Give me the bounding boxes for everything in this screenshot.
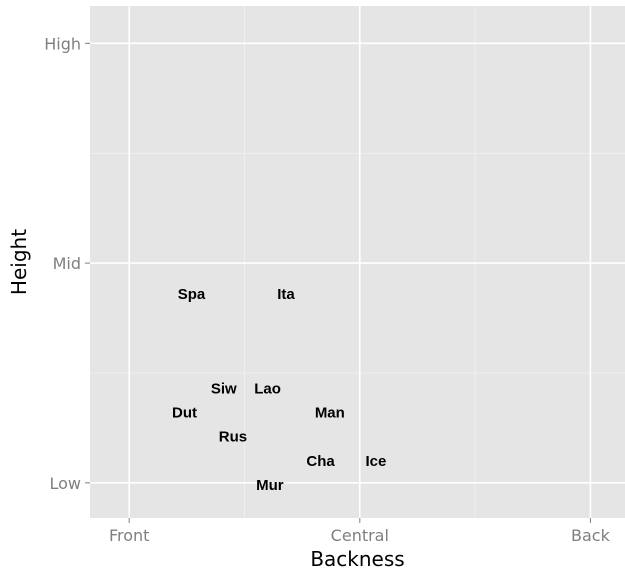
- major-gridlines: [90, 6, 625, 518]
- y-tick-label: High: [44, 34, 81, 53]
- plot-panel: [90, 6, 625, 518]
- point-label-mur: Mur: [256, 477, 284, 494]
- x-axis-title: Backness: [310, 547, 404, 571]
- point-label-dut: Dut: [172, 405, 197, 422]
- point-label-ice: Ice: [366, 453, 387, 470]
- point-label-man: Man: [315, 405, 345, 422]
- minor-gridlines: [90, 6, 625, 518]
- point-label-spa: Spa: [178, 286, 206, 303]
- y-axis-title: Height: [7, 229, 31, 295]
- y-axis: Low Mid High: [44, 34, 90, 493]
- x-tick-label: Back: [571, 526, 611, 545]
- y-tick-label: Mid: [53, 254, 81, 273]
- x-tick-label: Front: [109, 526, 149, 545]
- point-label-cha: Cha: [306, 453, 335, 470]
- x-axis: Front Central Back: [109, 518, 611, 545]
- point-label-lao: Lao: [254, 380, 281, 397]
- point-label-rus: Rus: [219, 429, 247, 446]
- data-points: Spa Ita Siw Lao Dut Man Rus Cha Ice Mur: [172, 286, 386, 494]
- y-tick-label: Low: [49, 474, 81, 493]
- point-label-ita: Ita: [277, 286, 295, 303]
- point-label-siw: Siw: [211, 380, 237, 397]
- x-tick-label: Central: [331, 526, 389, 545]
